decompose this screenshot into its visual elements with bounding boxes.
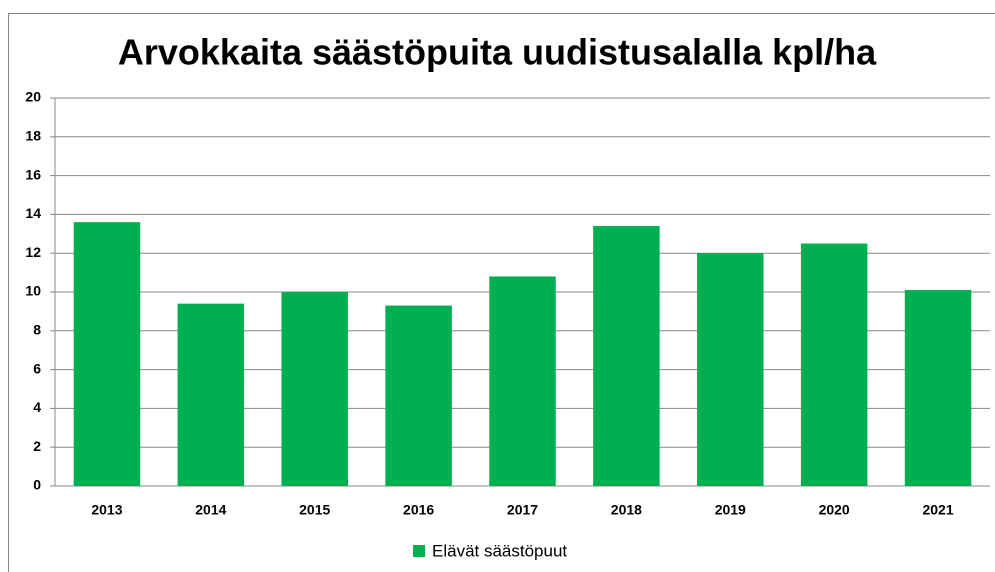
y-tick-label: 10 [25,283,41,299]
y-tick-label: 6 [33,360,41,376]
y-tick-label: 4 [33,399,41,415]
legend-swatch [413,545,425,557]
y-tick-label: 0 [33,477,41,493]
bar [73,222,141,486]
y-tick-label: 14 [25,205,41,221]
y-tick-label: 2 [33,438,41,454]
bar [177,303,245,486]
legend-label: Elävät säästöpuut [432,541,567,560]
bar [697,253,764,486]
y-tick-label: 18 [25,128,41,144]
x-tick-label: 2018 [611,502,642,518]
bar [385,305,452,486]
x-tick-label: 2020 [819,502,850,518]
y-tick-label: 12 [25,244,41,260]
y-tick-label: 20 [25,89,41,105]
x-tick-label: 2013 [91,502,122,518]
bar [593,226,660,487]
x-tick-label: 2016 [403,502,434,518]
x-tick-label: 2021 [922,502,953,518]
x-tick-label: 2014 [195,502,226,518]
chart-title: Arvokkaita säästöpuita uudistusalalla kp… [118,32,877,73]
chart-border [8,13,995,572]
bar [281,292,348,486]
bar [489,276,556,486]
y-tick-label: 8 [33,322,41,338]
x-tick-label: 2019 [715,502,746,518]
x-tick-label: 2015 [299,502,330,518]
bar [904,290,972,486]
x-tick-label: 2017 [507,502,538,518]
bar [800,243,868,486]
y-tick-label: 16 [25,166,41,182]
